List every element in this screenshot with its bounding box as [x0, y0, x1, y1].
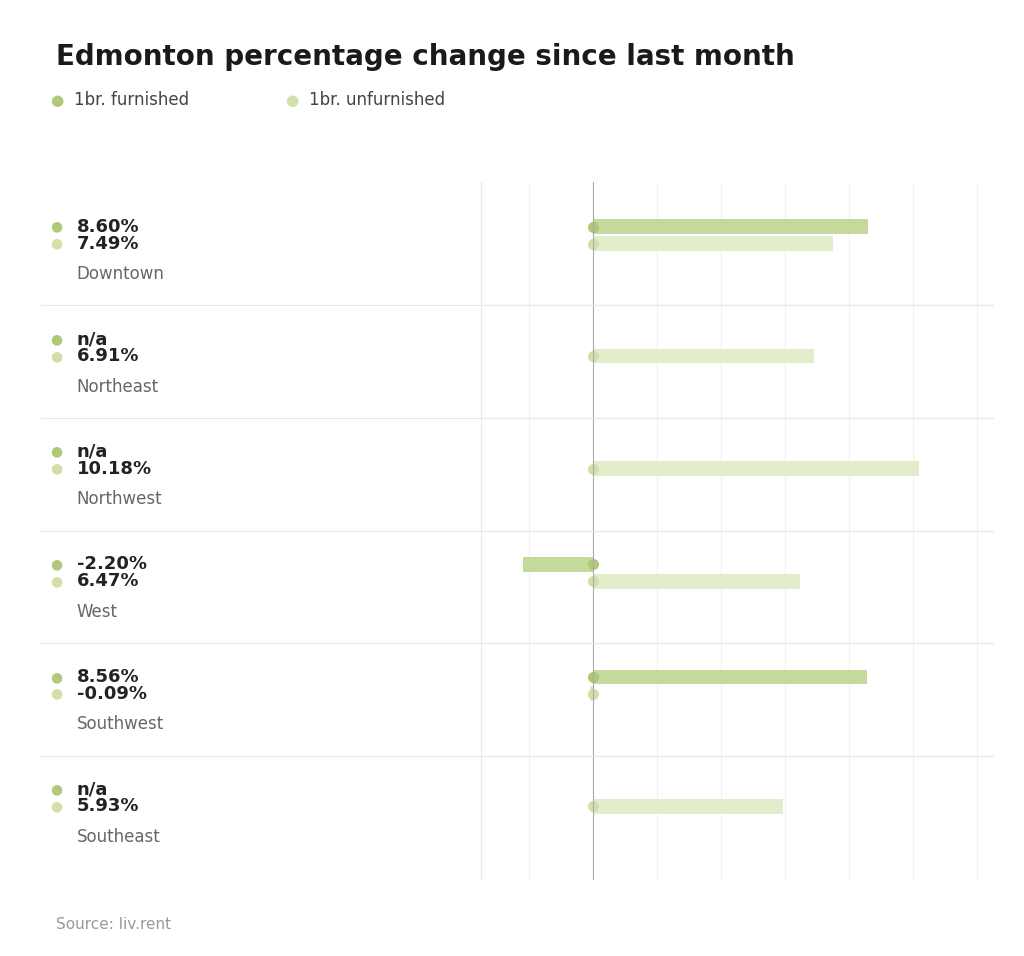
Text: ●: ●	[50, 782, 62, 796]
Bar	[593, 349, 814, 363]
Text: ●: ●	[50, 799, 62, 814]
Bar	[593, 574, 801, 589]
Bar	[523, 557, 593, 572]
Text: ●: ●	[50, 93, 62, 108]
Text: ●: ●	[50, 236, 62, 250]
Text: 8.60%: 8.60%	[77, 218, 139, 236]
Bar	[593, 669, 867, 684]
Bar	[593, 236, 833, 250]
Text: West: West	[77, 602, 118, 620]
Text: -2.20%: -2.20%	[77, 555, 146, 574]
Text: n/a: n/a	[77, 330, 109, 348]
Text: ●: ●	[50, 220, 62, 233]
Text: Downtown: Downtown	[77, 265, 165, 283]
Text: ●: ●	[286, 93, 298, 108]
Text: ●: ●	[50, 349, 62, 363]
Text: Edmonton percentage change since last month: Edmonton percentage change since last mo…	[56, 43, 795, 71]
Text: 6.47%: 6.47%	[77, 573, 139, 590]
Text: ●: ●	[50, 333, 62, 346]
Text: 1br. unfurnished: 1br. unfurnished	[309, 92, 445, 109]
Text: ●: ●	[50, 686, 62, 701]
Text: ●: ●	[50, 670, 62, 684]
Bar	[591, 686, 593, 701]
Bar	[593, 219, 868, 234]
Text: Source: liv.rent: Source: liv.rent	[56, 917, 171, 932]
Text: -0.09%: -0.09%	[77, 684, 146, 703]
Text: n/a: n/a	[77, 780, 109, 798]
Text: 5.93%: 5.93%	[77, 797, 139, 815]
Bar	[593, 462, 920, 476]
Text: Southwest: Southwest	[77, 715, 164, 733]
Text: ●: ●	[50, 445, 62, 459]
Text: ●: ●	[50, 575, 62, 588]
Text: ●: ●	[50, 462, 62, 476]
Text: 10.18%: 10.18%	[77, 460, 152, 478]
Text: n/a: n/a	[77, 443, 109, 461]
Text: Southeast: Southeast	[77, 828, 161, 846]
Text: 8.56%: 8.56%	[77, 668, 139, 685]
Bar	[593, 799, 783, 814]
Text: Northeast: Northeast	[77, 378, 159, 396]
Text: 7.49%: 7.49%	[77, 234, 139, 252]
Text: 1br. furnished: 1br. furnished	[74, 92, 188, 109]
Text: ●: ●	[50, 557, 62, 572]
Text: Northwest: Northwest	[77, 490, 163, 508]
Text: 6.91%: 6.91%	[77, 347, 139, 365]
